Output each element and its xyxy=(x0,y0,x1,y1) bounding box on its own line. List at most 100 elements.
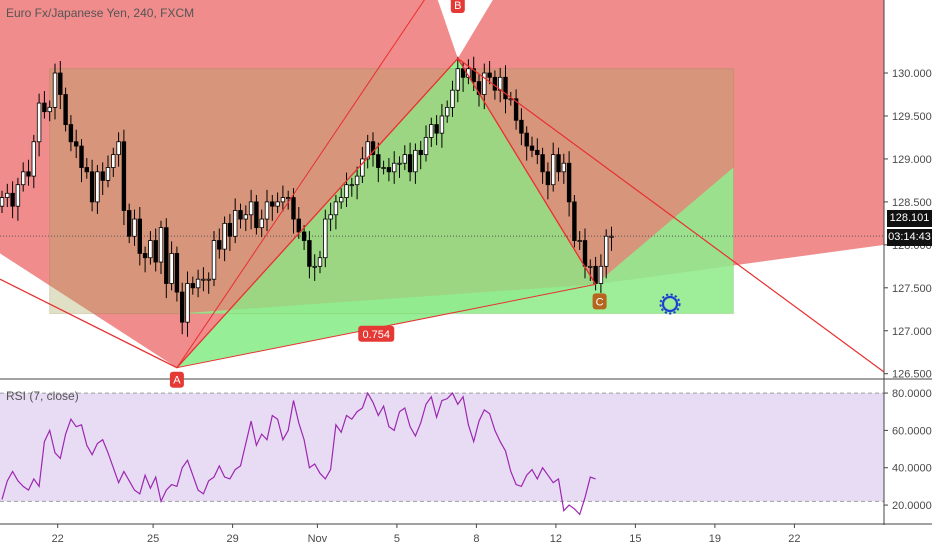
candle xyxy=(158,220,164,275)
bull-candle-body xyxy=(15,184,21,207)
bear-candle-body xyxy=(492,76,498,91)
candle xyxy=(148,231,153,265)
time-tick-label: 8 xyxy=(473,533,479,545)
candle xyxy=(561,153,566,184)
candle xyxy=(418,140,423,170)
bull-candle-body xyxy=(551,154,556,186)
gear-icon[interactable] xyxy=(658,292,682,316)
bull-candle-body xyxy=(381,167,386,169)
rsi-band-fill xyxy=(0,393,884,502)
bull-candle-body xyxy=(482,72,487,95)
candle xyxy=(121,129,127,226)
bear-candle-body xyxy=(307,240,312,267)
bull-candle-body xyxy=(323,218,328,259)
bull-candle-body xyxy=(402,154,407,164)
price-tick-label: 127.000 xyxy=(892,326,932,338)
bull-candle-body xyxy=(285,197,291,199)
candle xyxy=(604,229,609,279)
bull-candle-body xyxy=(365,141,370,160)
price-tick-label: 129.500 xyxy=(892,111,932,123)
candle xyxy=(566,151,572,217)
bear-candle-body xyxy=(254,201,259,229)
bear-candle-body xyxy=(179,291,185,323)
price-tick-label: 127.500 xyxy=(892,283,932,295)
pattern-labels: B A C 0.754 xyxy=(169,0,607,388)
bull-candle-body xyxy=(5,192,10,198)
bull-candle-body xyxy=(280,197,286,203)
candle xyxy=(476,74,482,107)
candle xyxy=(577,231,582,250)
candle xyxy=(153,228,158,272)
candle xyxy=(227,213,233,251)
bull-candle-body xyxy=(211,240,217,280)
candle xyxy=(312,254,317,281)
candle xyxy=(280,185,286,212)
bear-candle-body xyxy=(74,141,79,147)
bear-candle-body xyxy=(190,283,195,289)
candle xyxy=(31,134,36,189)
candle xyxy=(450,80,455,117)
bull-candle-body xyxy=(360,158,365,177)
bull-candle-body xyxy=(561,162,566,173)
bull-candle-body xyxy=(275,201,280,207)
point-b-label: B xyxy=(450,0,465,13)
bear-candle-body xyxy=(519,119,524,134)
bull-candle-body xyxy=(259,218,264,229)
candle xyxy=(328,202,333,232)
candle xyxy=(598,254,604,293)
candle xyxy=(259,209,264,238)
candle xyxy=(264,189,270,232)
rsi-panel xyxy=(0,391,884,516)
bull-candle-body xyxy=(148,240,153,259)
candle xyxy=(137,207,142,266)
rsi-tick-label: 20.0000 xyxy=(892,500,932,512)
bear-candle-body xyxy=(79,145,84,168)
bear-candle-body xyxy=(68,124,74,143)
candle xyxy=(222,216,227,262)
bear-candle-body xyxy=(142,253,148,259)
candle xyxy=(487,60,492,85)
bear-candle-body xyxy=(217,240,222,250)
right-red-zone xyxy=(457,0,884,285)
bull-candle-body xyxy=(450,89,455,108)
bear-candle-body xyxy=(529,145,535,151)
harmonic-pattern-lines xyxy=(0,0,885,373)
bull-candle-body xyxy=(429,124,434,138)
candle xyxy=(5,183,10,208)
bull-candle-body xyxy=(195,278,201,289)
candle xyxy=(338,188,344,209)
candle xyxy=(243,205,248,232)
candle xyxy=(535,138,540,165)
candle xyxy=(58,60,63,110)
bear-candle-body xyxy=(301,231,307,241)
bull-candle-body xyxy=(20,171,26,186)
candle xyxy=(206,272,211,294)
candle xyxy=(63,87,68,132)
candle xyxy=(89,159,95,212)
price-tick-label: 129.000 xyxy=(892,154,932,166)
point-b-label-text: B xyxy=(454,0,461,12)
bull-candle-body xyxy=(47,106,52,113)
candle xyxy=(439,103,445,148)
candle xyxy=(132,209,137,246)
candle xyxy=(169,241,174,291)
bear-candle-body xyxy=(572,201,577,241)
ac-ratio-label-text: 0.754 xyxy=(362,329,390,341)
bull-candle-body xyxy=(185,283,190,323)
rsi-tick-label: 40.0000 xyxy=(892,463,932,475)
candle xyxy=(47,100,52,122)
candle xyxy=(195,269,201,298)
bull-candle-body xyxy=(52,72,58,108)
candle xyxy=(301,225,307,250)
bull-candle-body xyxy=(312,265,317,268)
point-c-label: C xyxy=(592,293,607,310)
candle xyxy=(74,129,79,159)
bear-candle-body xyxy=(524,132,529,147)
abc-green-zone xyxy=(176,58,596,368)
candle xyxy=(307,231,312,279)
candle xyxy=(285,190,291,210)
bear-candle-body xyxy=(84,167,89,173)
price-tick-label: 130.000 xyxy=(892,68,932,80)
bear-candle-body xyxy=(556,154,561,173)
